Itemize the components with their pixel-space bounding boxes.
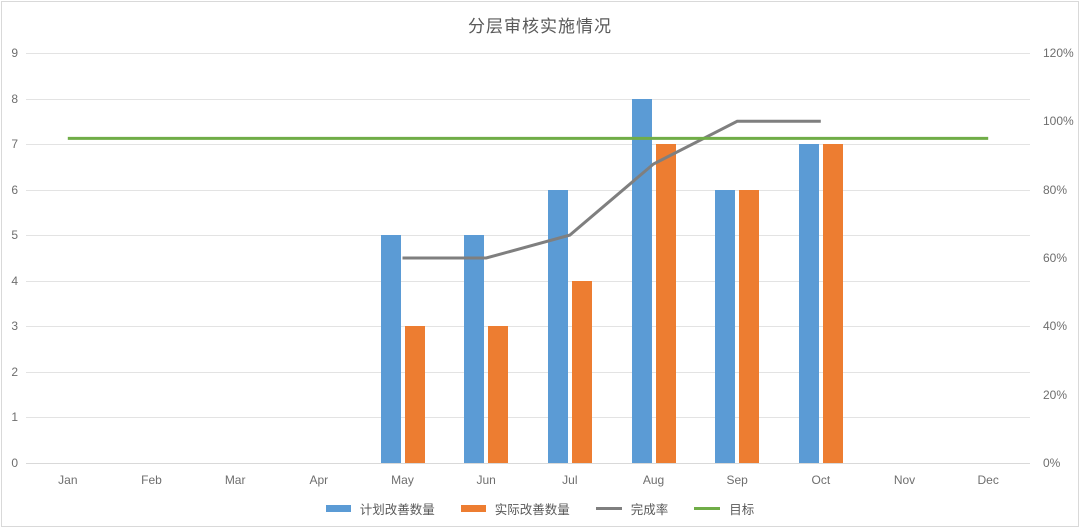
- gridline: [26, 326, 1030, 328]
- line-series-layer: [67, 119, 989, 260]
- y-axis-right-label: 40%: [1043, 319, 1068, 334]
- y-axis-right-label: 120%: [1043, 46, 1074, 60]
- y-axis-left-label: 5: [11, 228, 18, 243]
- y-axis-right-label: 0%: [1043, 456, 1061, 470]
- gridline: [26, 417, 1030, 419]
- chart-title: 分层审核实施情况: [468, 17, 612, 36]
- y-axis-right-label: 80%: [1043, 182, 1068, 197]
- gridline: [26, 371, 1030, 373]
- y-axis-left-label: 1: [11, 410, 18, 425]
- gridline: [26, 53, 1030, 54]
- x-axis-category-label: Jan: [58, 473, 78, 487]
- y-axis-left-label: 3: [11, 319, 18, 334]
- legend-item: 计划改善数量: [325, 499, 435, 518]
- x-axis-category-label: May: [391, 473, 414, 487]
- gridline: [26, 98, 1030, 100]
- x-axis-category-label: Jun: [476, 473, 496, 487]
- y-axis-left-label: 0: [11, 456, 18, 470]
- y-axis-right-label: 100%: [1043, 114, 1074, 129]
- x-axis-category-label: Dec: [977, 473, 999, 487]
- bar-计划改善数量: [798, 144, 819, 463]
- gridline: [26, 235, 1030, 237]
- legend-swatch-line: [694, 506, 721, 510]
- y-axis-left-label: 2: [11, 364, 18, 379]
- y-axis-left-label: 8: [11, 91, 18, 106]
- y-axis-left-label: 4: [11, 273, 18, 288]
- legend-item: 目标: [694, 499, 754, 518]
- gridline: [26, 463, 1030, 464]
- legend-swatch-bar: [325, 504, 351, 512]
- y-axis-right-label: 60%: [1043, 251, 1068, 265]
- bar-计划改善数量: [715, 189, 736, 463]
- bar-计划改善数量: [380, 235, 401, 463]
- bar-计划改善数量: [631, 98, 652, 463]
- x-axis-category-label: Feb: [141, 473, 162, 487]
- gridline: [26, 280, 1030, 282]
- y-axis-right-label: 20%: [1043, 387, 1068, 402]
- legend-label: 完成率: [630, 502, 669, 517]
- bar-实际改善数量: [404, 326, 425, 463]
- legend-swatch-line: [595, 506, 622, 510]
- bar-计划改善数量: [464, 235, 485, 463]
- y-axis-left-label: 6: [11, 182, 18, 197]
- bar-实际改善数量: [822, 144, 843, 463]
- x-axis-category-label: Oct: [811, 473, 831, 487]
- legend-label: 计划改善数量: [359, 502, 435, 517]
- legend-label: 实际改善数量: [494, 502, 570, 517]
- bar-实际改善数量: [655, 144, 676, 463]
- legend: 计划改善数量 实际改善数量 完成率 目标: [0, 498, 1080, 518]
- x-axis-category-label: Sep: [726, 473, 748, 487]
- bar-实际改善数量: [488, 326, 509, 463]
- x-axis-category-label: Jul: [562, 473, 578, 487]
- x-axis-category-label: Nov: [893, 473, 916, 487]
- x-axis-category-label: Aug: [642, 473, 665, 487]
- x-axis-category-label: Apr: [309, 473, 329, 487]
- bar-实际改善数量: [571, 280, 592, 463]
- gridline: [26, 189, 1030, 191]
- legend-swatch-bar: [460, 504, 486, 512]
- bar-计划改善数量: [547, 189, 568, 463]
- bar-实际改善数量: [739, 189, 760, 463]
- legend-label: 目标: [729, 502, 755, 517]
- line-完成率: [402, 119, 821, 260]
- y-axis-left-label: 7: [11, 137, 18, 152]
- y-axis-left-label: 9: [11, 46, 18, 60]
- legend-item: 实际改善数量: [460, 499, 570, 518]
- x-axis-category-label: Mar: [224, 473, 246, 487]
- legend-item: 完成率: [595, 499, 669, 518]
- gridline: [26, 144, 1030, 146]
